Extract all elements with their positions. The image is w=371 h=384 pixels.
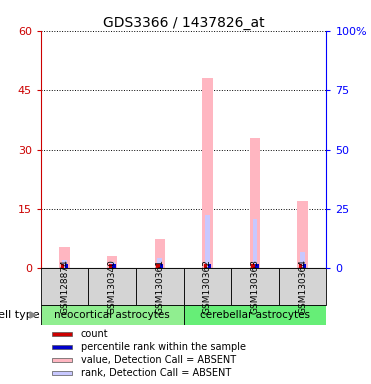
Bar — [250, 137, 260, 268]
Text: cerebellar astrocytes: cerebellar astrocytes — [200, 310, 310, 320]
Bar — [41, 305, 184, 325]
Bar — [109, 264, 112, 268]
Text: GSM130361: GSM130361 — [155, 259, 164, 314]
Bar — [300, 253, 305, 268]
Bar — [52, 358, 72, 362]
Text: rank, Detection Call = ABSENT: rank, Detection Call = ABSENT — [81, 368, 231, 378]
Bar — [59, 247, 70, 268]
Bar — [208, 264, 211, 268]
Text: GSM130363: GSM130363 — [250, 259, 260, 314]
Bar — [61, 264, 65, 268]
Text: cell type: cell type — [0, 310, 39, 320]
Title: GDS3366 / 1437826_at: GDS3366 / 1437826_at — [103, 16, 265, 30]
Bar — [255, 264, 259, 268]
Bar — [202, 78, 213, 268]
Bar — [110, 262, 115, 268]
Bar — [107, 257, 118, 268]
Bar — [298, 201, 308, 268]
Bar — [253, 219, 257, 268]
Bar — [279, 268, 326, 305]
Text: GSM130362: GSM130362 — [203, 259, 212, 314]
Bar — [160, 264, 163, 268]
Bar — [88, 268, 136, 305]
Bar — [205, 215, 210, 268]
Bar — [41, 268, 88, 305]
Bar — [204, 264, 207, 268]
Bar — [112, 264, 116, 268]
Text: GSM128874: GSM128874 — [60, 259, 69, 314]
Text: value, Detection Call = ABSENT: value, Detection Call = ABSENT — [81, 355, 236, 365]
Bar — [157, 258, 162, 268]
Bar — [52, 345, 72, 349]
Bar — [184, 268, 231, 305]
Bar — [52, 371, 72, 375]
Bar — [52, 332, 72, 336]
Text: GSM130364: GSM130364 — [298, 259, 307, 314]
Text: neocortical astrocytes: neocortical astrocytes — [55, 310, 170, 320]
Bar — [136, 268, 184, 305]
Bar — [299, 264, 302, 268]
Bar — [156, 264, 160, 268]
Bar — [231, 268, 279, 305]
Bar — [252, 264, 255, 268]
Bar — [155, 238, 165, 268]
Bar — [62, 260, 67, 268]
Bar — [184, 305, 326, 325]
Text: percentile rank within the sample: percentile rank within the sample — [81, 342, 246, 352]
Text: GSM130340: GSM130340 — [108, 259, 117, 314]
Bar — [303, 264, 306, 268]
Text: count: count — [81, 329, 108, 339]
Bar — [65, 264, 68, 268]
